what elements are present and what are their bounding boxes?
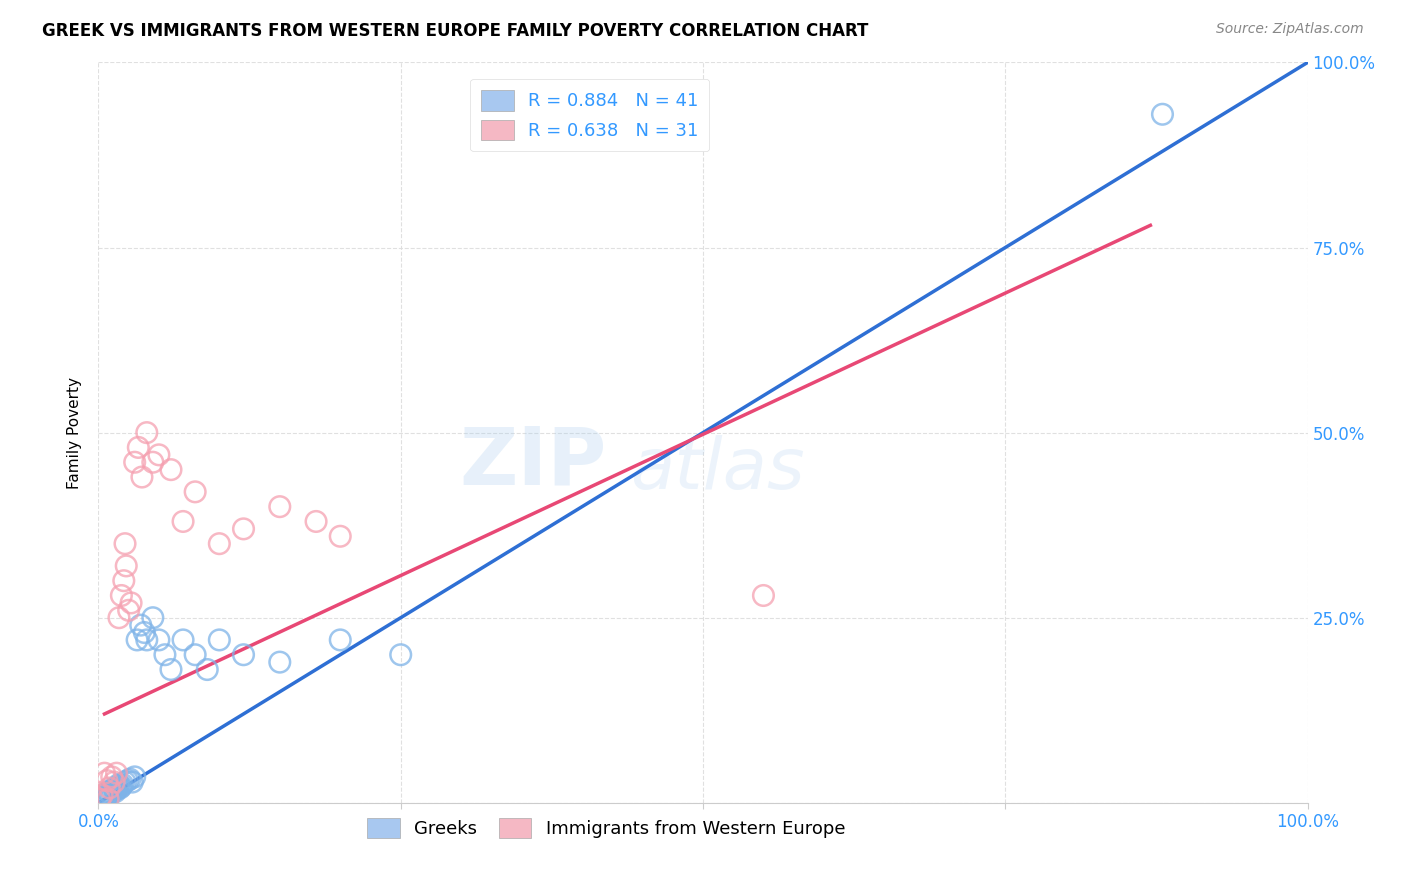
Point <box>329 632 352 647</box>
Point <box>107 780 129 794</box>
Point <box>131 470 153 484</box>
Point <box>232 522 254 536</box>
Point <box>172 632 194 647</box>
Point <box>115 558 138 573</box>
Text: ZIP: ZIP <box>458 423 606 501</box>
Text: atlas: atlas <box>630 435 806 504</box>
Point <box>118 772 141 786</box>
Point <box>100 770 122 784</box>
Point <box>118 603 141 617</box>
Point <box>114 536 136 550</box>
Point <box>148 632 170 647</box>
Point <box>104 785 127 799</box>
Point <box>111 777 134 791</box>
Point <box>103 780 125 795</box>
Point <box>108 777 131 791</box>
Point <box>135 425 157 440</box>
Text: GREEK VS IMMIGRANTS FROM WESTERN EUROPE FAMILY POVERTY CORRELATION CHART: GREEK VS IMMIGRANTS FROM WESTERN EUROPE … <box>42 22 869 40</box>
Point <box>129 618 152 632</box>
Point <box>105 782 128 797</box>
Point <box>98 789 121 803</box>
Point <box>127 441 149 455</box>
Point <box>91 791 114 805</box>
Point <box>114 775 136 789</box>
Point <box>97 792 120 806</box>
Point <box>305 515 328 529</box>
Point <box>96 773 118 788</box>
Point <box>208 536 231 550</box>
Point <box>90 792 112 806</box>
Point <box>105 766 128 780</box>
Point <box>94 787 117 801</box>
Point <box>97 785 120 799</box>
Point <box>124 455 146 469</box>
Point <box>91 789 114 803</box>
Point <box>142 455 165 469</box>
Text: Source: ZipAtlas.com: Source: ZipAtlas.com <box>1216 22 1364 37</box>
Point <box>112 574 135 588</box>
Point <box>269 500 291 514</box>
Point <box>110 780 132 794</box>
Point <box>134 625 156 640</box>
Point <box>108 610 131 624</box>
Point <box>110 589 132 603</box>
Point <box>153 648 176 662</box>
Point <box>160 462 183 476</box>
Point <box>98 780 121 795</box>
Point <box>93 789 115 803</box>
Point <box>124 770 146 784</box>
Point <box>329 529 352 543</box>
Point <box>184 484 207 499</box>
Point <box>120 596 142 610</box>
Point <box>117 773 139 788</box>
Point <box>184 648 207 662</box>
Point <box>142 610 165 624</box>
Point <box>100 785 122 799</box>
Point <box>195 663 218 677</box>
Legend: Greeks, Immigrants from Western Europe: Greeks, Immigrants from Western Europe <box>360 810 852 846</box>
Point <box>389 648 412 662</box>
Point <box>752 589 775 603</box>
Point <box>269 655 291 669</box>
Point <box>232 648 254 662</box>
Point <box>135 632 157 647</box>
Point <box>93 766 115 780</box>
Point <box>121 775 143 789</box>
Point <box>1152 107 1174 121</box>
Point <box>160 663 183 677</box>
Point <box>148 448 170 462</box>
Point <box>96 789 118 804</box>
Point <box>172 515 194 529</box>
Point <box>108 780 131 795</box>
Point <box>101 782 124 797</box>
Point <box>127 632 149 647</box>
Y-axis label: Family Poverty: Family Poverty <box>67 376 83 489</box>
Point <box>89 792 111 806</box>
Point <box>103 775 125 789</box>
Point <box>91 789 114 804</box>
Point <box>100 787 122 801</box>
Point <box>208 632 231 647</box>
